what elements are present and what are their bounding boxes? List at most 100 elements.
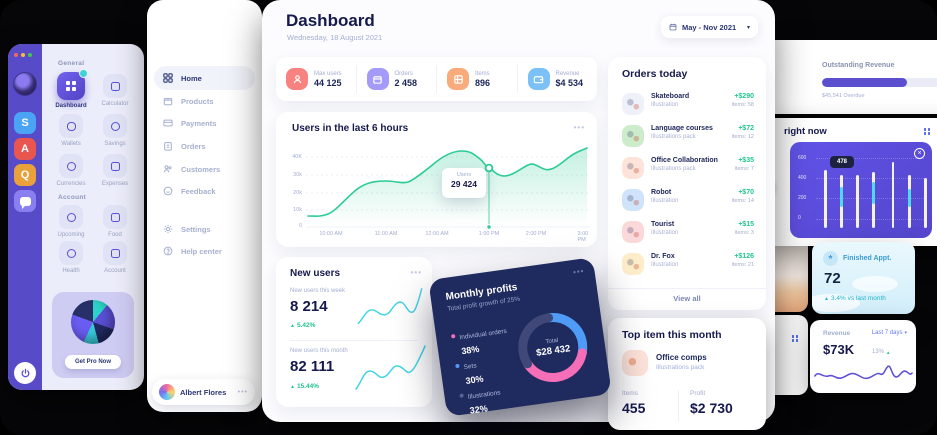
card-title: New users xyxy=(290,268,341,279)
sidebar-item-customers[interactable]: Customers xyxy=(154,157,255,181)
order-thumbnail xyxy=(622,221,644,243)
more-icon[interactable] xyxy=(573,266,586,276)
tile-wallets[interactable]: Wallets xyxy=(50,114,92,147)
x-tick: 1:00 PM xyxy=(478,231,500,237)
tile-upcoming[interactable]: Upcoming xyxy=(50,205,92,238)
stat-revenue: Revenue $4 534 xyxy=(516,65,598,93)
dock-sidebar: S A Q xyxy=(8,44,42,390)
legend-item: Individual orders 38% xyxy=(450,320,509,357)
expand-icon[interactable] xyxy=(923,128,930,135)
tile-expenses[interactable]: Expenses xyxy=(94,154,136,187)
range-select[interactable]: Last 7 days xyxy=(872,330,907,336)
up-arrow-icon xyxy=(290,322,295,329)
chart-title: Users in the last 6 hours xyxy=(292,123,409,134)
bar xyxy=(924,178,927,228)
stat-delta: 13% xyxy=(872,349,890,355)
order-row[interactable]: Office Collaboration Illustrations pack … xyxy=(622,157,754,183)
bar xyxy=(908,175,911,228)
wallet-icon xyxy=(59,114,83,138)
coin-icon xyxy=(59,154,83,178)
notification-dot xyxy=(79,69,88,78)
power-icon[interactable] xyxy=(14,362,36,384)
finished-appointments-card: Finished Appt. 72 3.4% vs last month xyxy=(812,242,915,314)
stats-bar: Max users 44 125 Orders 2 458 Items 896 xyxy=(276,57,597,101)
chat-app-icon[interactable] xyxy=(14,190,36,212)
avatar[interactable] xyxy=(13,72,37,96)
wallet-icon xyxy=(527,68,550,90)
minimize-window-icon[interactable] xyxy=(21,53,25,57)
order-row[interactable]: Tourist Illustration +$15 items: 3 xyxy=(622,221,754,247)
sidebar-item-home[interactable]: Home xyxy=(154,66,255,90)
legend-dot xyxy=(450,333,456,339)
gear-icon xyxy=(163,224,173,234)
sidebar-item-products[interactable]: Products xyxy=(154,89,255,113)
tile-account[interactable]: Account xyxy=(94,241,136,274)
view-all-link[interactable]: View all xyxy=(673,294,701,303)
stat-value: 82 111 xyxy=(290,358,335,375)
more-icon[interactable] xyxy=(411,268,422,277)
calculator-icon xyxy=(103,74,127,98)
pro-promo-card: Get Pro Now xyxy=(52,292,134,378)
close-icon[interactable] xyxy=(914,148,925,159)
app-icon-q[interactable]: Q xyxy=(14,164,36,186)
order-row[interactable]: Robot Illustration +$70 items: 14 xyxy=(622,189,754,215)
tile-savings[interactable]: Savings xyxy=(94,114,136,147)
clipboard-icon xyxy=(164,142,172,151)
close-window-icon[interactable] xyxy=(14,53,18,57)
order-thumbnail xyxy=(622,157,644,179)
more-icon[interactable] xyxy=(238,389,248,396)
bar xyxy=(872,172,875,228)
clock-icon xyxy=(59,205,83,229)
avatar xyxy=(159,384,175,400)
stat-value: 72 xyxy=(824,270,841,287)
item-name: Office comps xyxy=(656,353,707,362)
monthly-profits-card: Monthly profits Total profit growth of 2… xyxy=(428,257,612,417)
date-range-select[interactable]: May - Nov 2021 xyxy=(661,16,758,38)
order-row[interactable]: Language courses Illustrations pack +$72… xyxy=(622,125,754,151)
stat-label: New users this week xyxy=(290,288,346,294)
order-thumbnail xyxy=(622,93,644,115)
zoom-window-icon[interactable] xyxy=(28,53,32,57)
credit-card-icon xyxy=(163,119,173,127)
order-row[interactable]: Skateboard Illustration +$290 items: 58 xyxy=(622,93,754,119)
calendar-icon xyxy=(669,23,677,31)
health-icon xyxy=(59,241,83,265)
tile-health[interactable]: Health xyxy=(50,241,92,274)
launcher-window: S A Q General Dashboard Calculator xyxy=(8,44,144,390)
tile-dashboard[interactable]: Dashboard xyxy=(50,69,92,109)
nav-sidebar: Home Products Payments Orders Customers xyxy=(147,0,262,412)
sidebar-item-help[interactable]: Help center xyxy=(154,239,255,263)
tile-calculator[interactable]: Calculator xyxy=(94,74,136,107)
line-chart xyxy=(306,147,590,230)
card-title: Finished Appt. xyxy=(843,255,892,262)
sidebar-item-settings[interactable]: Settings xyxy=(154,217,255,241)
sidebar-item-orders[interactable]: Orders xyxy=(154,134,255,158)
card-title: Top item this month xyxy=(622,329,722,341)
sidebar-item-feedback[interactable]: Feedback xyxy=(154,179,255,203)
user-menu[interactable]: Albert Flores xyxy=(152,379,255,405)
donut-center: Total $28 432 xyxy=(535,337,572,359)
y-tick: 200 xyxy=(798,195,807,201)
bar xyxy=(840,175,843,228)
app-icon-s[interactable]: S xyxy=(14,112,36,134)
order-row[interactable]: Dr. Fox Illustration +$126 items: 21 xyxy=(622,253,754,279)
progress-caption: $45,541 Overdue xyxy=(822,93,865,99)
y-tick: 400 xyxy=(798,175,807,181)
tile-food[interactable]: Food xyxy=(94,205,136,238)
progress-bar xyxy=(822,78,937,87)
chat-bubble-icon xyxy=(19,196,31,209)
new-users-card: New users New users this week 8 214 5.42… xyxy=(276,257,432,407)
legend-item: Illustrations 32% xyxy=(458,381,503,416)
card-title: right now xyxy=(784,126,827,137)
order-thumbnail xyxy=(622,125,644,147)
food-icon xyxy=(103,205,127,229)
get-pro-button[interactable]: Get Pro Now xyxy=(64,355,122,369)
item-thumbnail xyxy=(622,350,648,376)
app-icon-a[interactable]: A xyxy=(14,138,36,160)
divider xyxy=(678,390,679,422)
sidebar-item-payments[interactable]: Payments xyxy=(154,111,255,135)
up-arrow-icon xyxy=(824,295,829,302)
stat-items: Items 896 xyxy=(436,65,517,93)
tile-currencies[interactable]: Currencies xyxy=(50,154,92,187)
